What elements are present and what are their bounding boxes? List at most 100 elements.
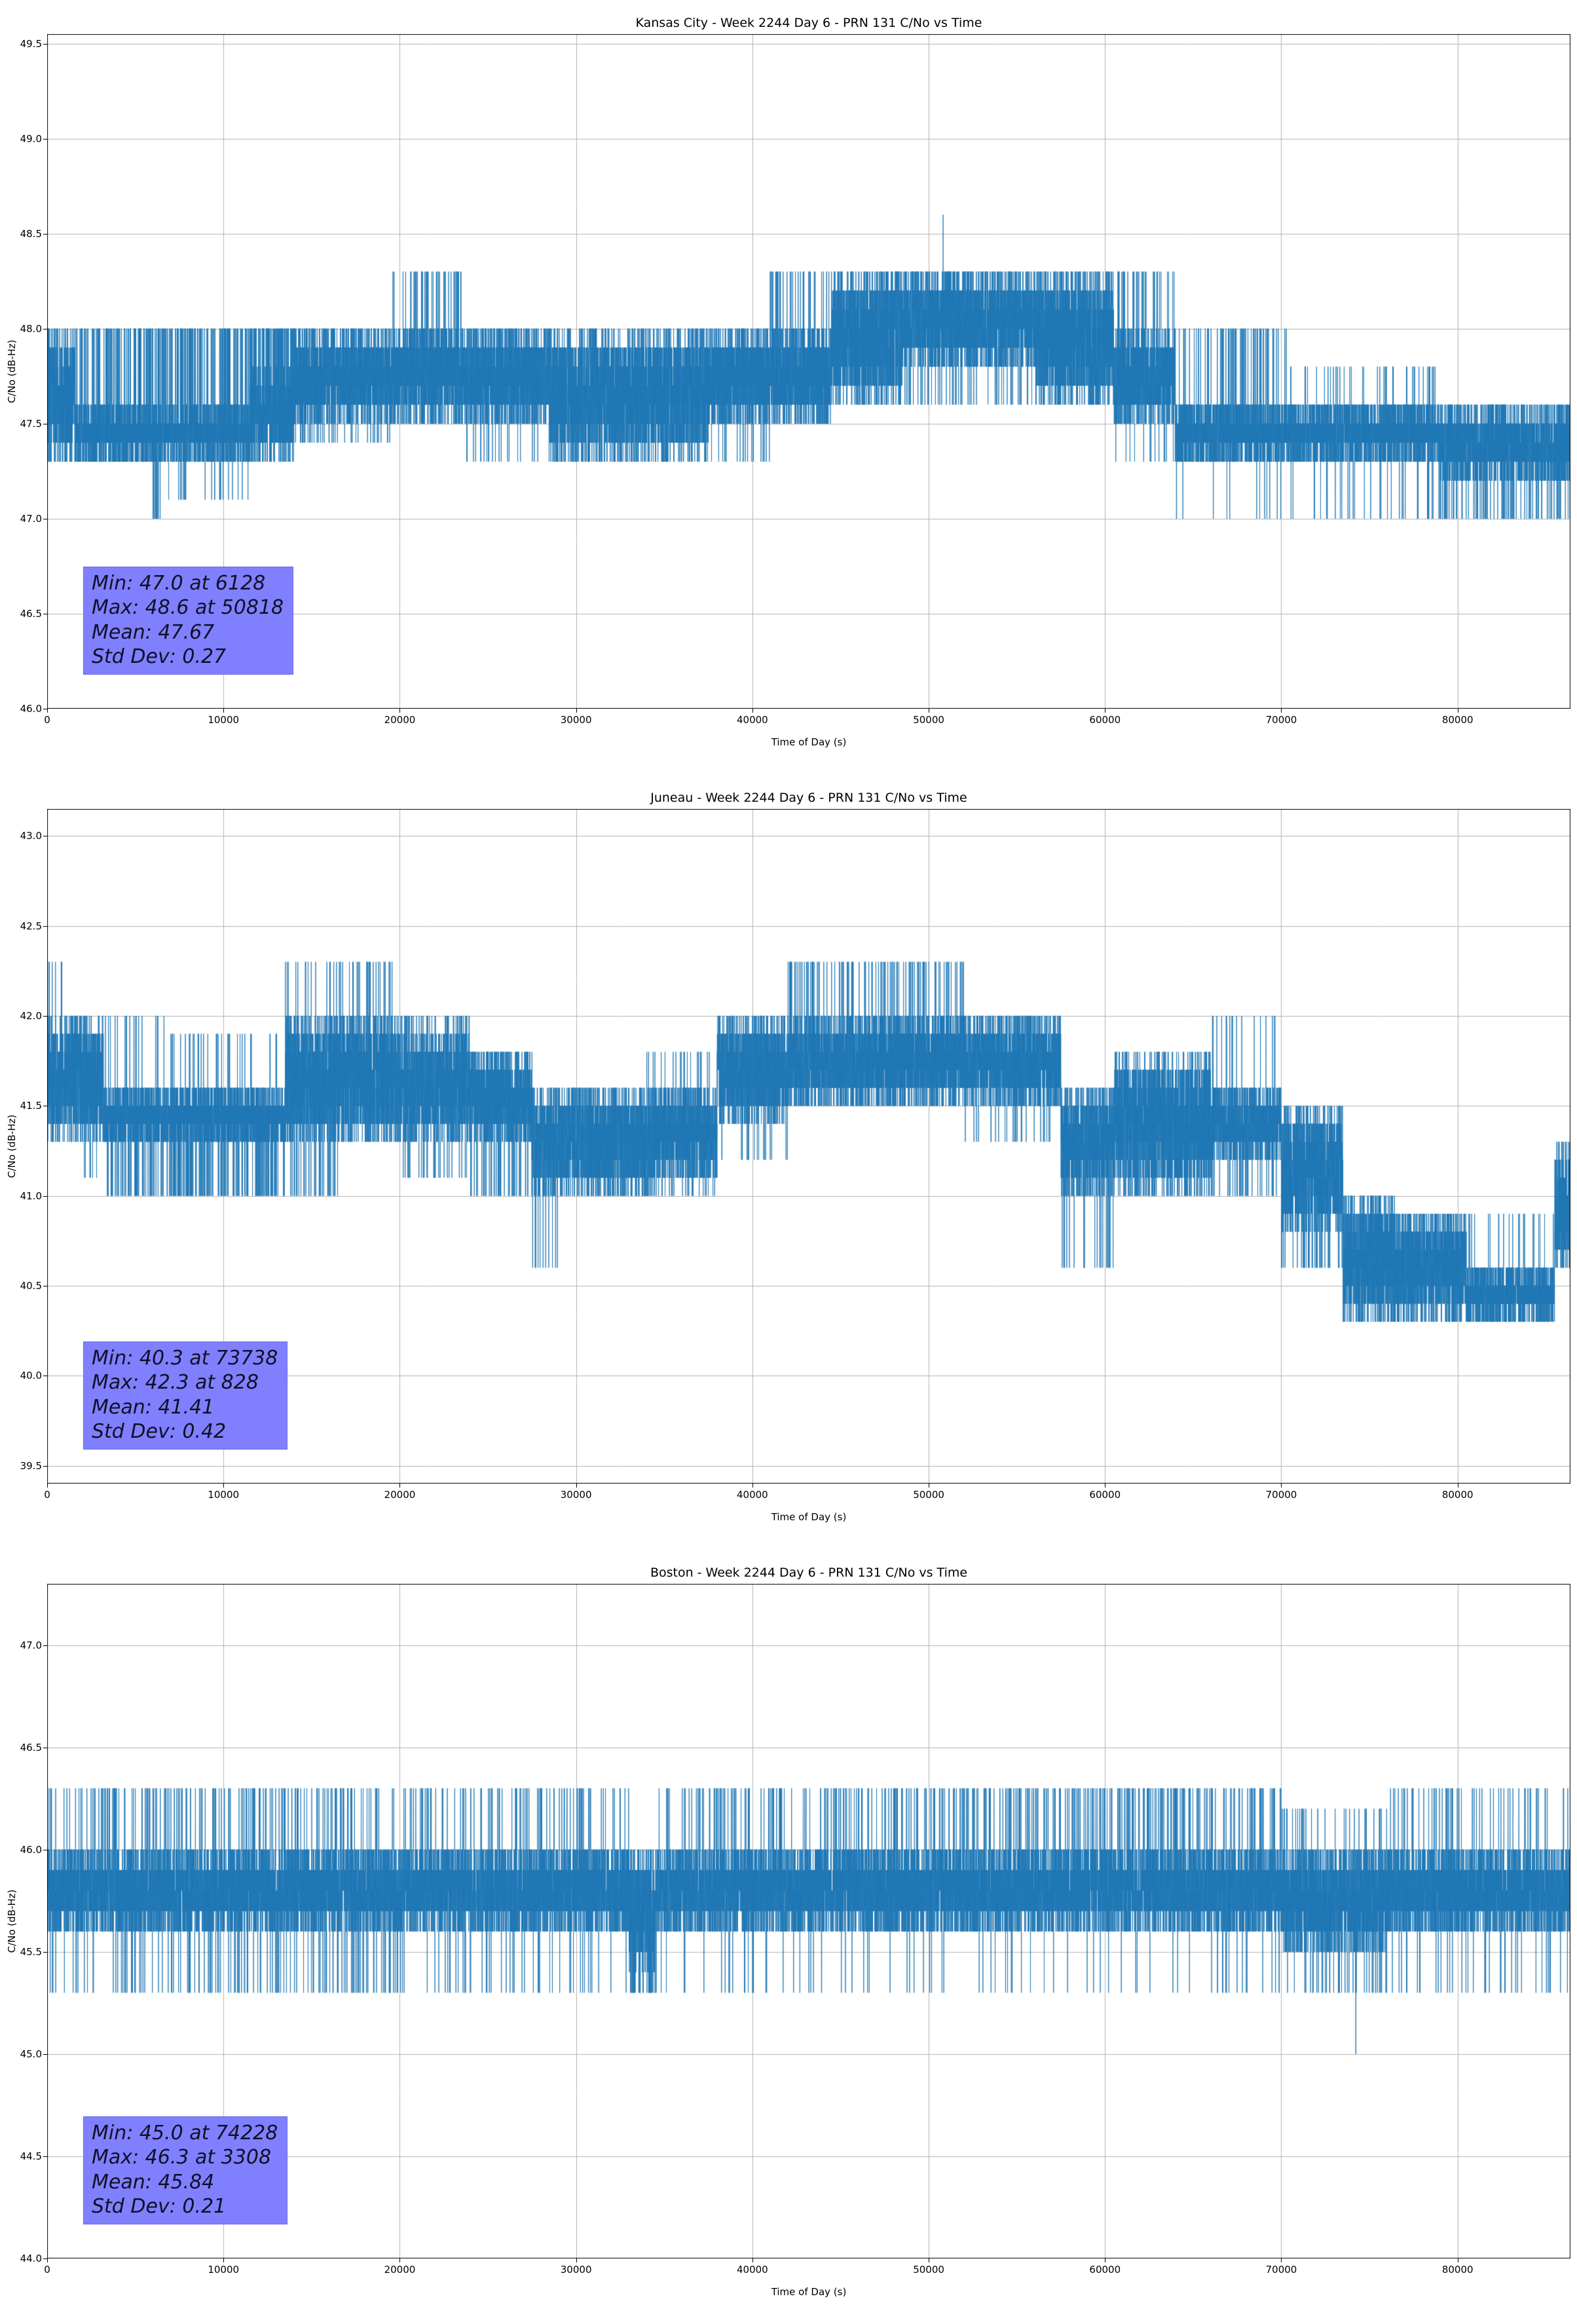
x-tick-label: 70000 [1265,1489,1297,1501]
stats-annotation: Min: 45.0 at 74228 Max: 46.3 at 3308 Mea… [83,2116,288,2224]
y-tick-label: 41.0 [20,1190,42,1202]
x-tick-label: 0 [44,2264,50,2276]
y-tick-label: 49.5 [20,37,42,50]
x-tick-mark [576,2258,577,2262]
y-tick-mark [43,1645,47,1646]
y-tick-mark [43,926,47,927]
y-tick-mark [43,1952,47,1953]
x-tick-label: 50000 [913,1489,944,1501]
x-tick-label: 40000 [736,1489,768,1501]
y-tick-label: 48.0 [20,322,42,335]
chart-title: Kansas City - Week 2244 Day 6 - PRN 131 … [635,16,982,30]
x-tick-label: 60000 [1089,2264,1121,2276]
y-tick-label: 40.0 [20,1370,42,1382]
plot-canvas [47,1584,1570,2258]
x-tick-mark [399,1484,400,1488]
x-tick-label: 20000 [384,2264,416,2276]
y-tick-mark [43,1196,47,1197]
figure-boston: Boston - Week 2244 Day 6 - PRN 131 C/No … [0,1550,1577,2324]
x-tick-label: 70000 [1265,2264,1297,2276]
y-tick-label: 44.0 [20,2253,42,2264]
stat-std: Std Dev: 0.42 [92,1419,227,1443]
x-tick-mark [1281,709,1282,713]
stat-std: Std Dev: 0.27 [92,645,227,668]
y-tick-label: 47.5 [20,417,42,430]
y-tick-label: 41.5 [20,1100,42,1112]
x-tick-label: 30000 [560,2264,592,2276]
stat-std: Std Dev: 0.21 [92,2194,227,2218]
x-tick-mark [1281,2258,1282,2262]
x-tick-mark [223,1484,224,1488]
plot-canvas [47,809,1570,1484]
figure-kansas-city: Kansas City - Week 2244 Day 6 - PRN 131 … [0,0,1577,774]
x-tick-label: 80000 [1441,2264,1474,2276]
plot-area: Min: 45.0 at 74228 Max: 46.3 at 3308 Mea… [47,1584,1570,2258]
y-tick-label: 47.0 [20,512,42,525]
figure-juneau: Juneau - Week 2244 Day 6 - PRN 131 C/No … [0,775,1577,1549]
x-tick-label: 30000 [560,1489,592,1501]
x-axis-label: Time of Day (s) [771,736,847,748]
y-tick-label: 45.0 [20,2048,42,2060]
x-tick-mark [47,709,48,713]
x-tick-mark [223,2258,224,2262]
stat-mean: Mean: 45.84 [92,2170,215,2194]
y-tick-label: 42.0 [20,1009,42,1022]
y-tick-label: 46.5 [20,607,42,620]
x-tick-label: 10000 [208,2264,240,2276]
x-tick-label: 60000 [1089,714,1121,726]
y-tick-label: 48.5 [20,227,42,240]
x-tick-label: 80000 [1441,714,1474,726]
stat-min: Min: 40.3 at 73738 [92,1347,278,1370]
x-tick-label: 40000 [736,2264,768,2276]
x-tick-mark [576,1484,577,1488]
x-axis-label: Time of Day (s) [771,2286,847,2298]
y-tick-label: 43.0 [20,830,42,842]
y-tick-label: 47.0 [20,1639,42,1651]
stat-max: Max: 48.6 at 50818 [92,596,284,620]
stat-min: Min: 45.0 at 74228 [92,2122,278,2145]
x-tick-mark [1281,1484,1282,1488]
plot-canvas [47,34,1570,709]
x-tick-label: 20000 [384,714,416,726]
x-tick-mark [752,709,753,713]
x-tick-label: 10000 [208,714,240,726]
y-tick-label: 44.5 [20,2150,42,2162]
stats-annotation: Min: 47.0 at 6128 Max: 48.6 at 50818 Mea… [83,567,294,675]
y-tick-label: 39.5 [20,1459,42,1472]
x-tick-mark [223,709,224,713]
plot-area: Min: 40.3 at 73738 Max: 42.3 at 828 Mean… [47,809,1570,1484]
stat-max: Max: 42.3 at 828 [92,1371,259,1395]
y-tick-mark [43,1466,47,1467]
stat-mean: Mean: 47.67 [92,620,215,644]
y-tick-mark [43,2054,47,2055]
y-axis-label: C/No (dB-Hz) [6,1889,18,1953]
x-tick-mark [399,2258,400,2262]
x-tick-mark [576,709,577,713]
x-tick-mark [752,1484,753,1488]
y-tick-mark [43,1016,47,1017]
plot-area: Min: 47.0 at 6128 Max: 48.6 at 50818 Mea… [47,34,1570,709]
stat-min: Min: 47.0 at 6128 [92,572,266,595]
stat-mean: Mean: 41.41 [92,1395,215,1419]
chart-title: Juneau - Week 2244 Day 6 - PRN 131 C/No … [650,791,967,805]
y-tick-mark [43,2156,47,2157]
x-tick-label: 0 [44,714,50,726]
y-tick-mark [43,2258,47,2259]
y-tick-label: 46.0 [20,703,42,715]
x-tick-label: 60000 [1089,1489,1121,1501]
chart-title: Boston - Week 2244 Day 6 - PRN 131 C/No … [650,1565,968,1580]
y-tick-mark [43,139,47,140]
x-tick-label: 80000 [1441,1489,1474,1501]
x-axis-label: Time of Day (s) [771,1511,847,1523]
y-axis-label: C/No (dB-Hz) [6,339,18,403]
y-tick-label: 45.5 [20,1945,42,1958]
x-tick-mark [752,2258,753,2262]
x-tick-mark [399,709,400,713]
stat-max: Max: 46.3 at 3308 [92,2146,272,2169]
y-tick-label: 49.0 [20,132,42,145]
y-tick-label: 46.0 [20,1843,42,1856]
x-tick-label: 0 [44,1489,50,1501]
y-axis-label: C/No (dB-Hz) [6,1114,18,1178]
y-tick-label: 40.5 [20,1279,42,1292]
